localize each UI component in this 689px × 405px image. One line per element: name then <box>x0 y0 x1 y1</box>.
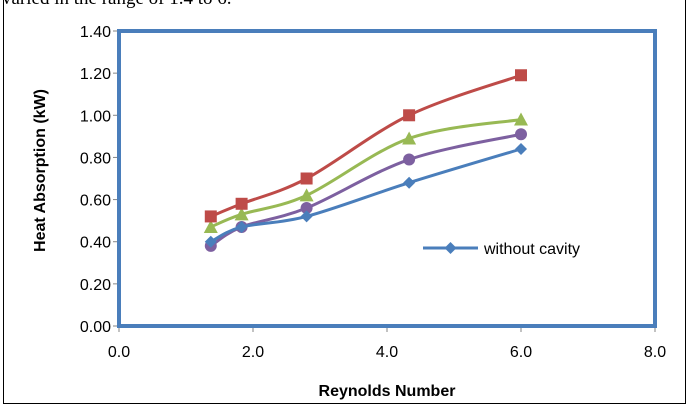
data-point-triangle <box>234 207 249 221</box>
y-tick-label: 0.60 <box>80 193 111 210</box>
data-point-square <box>515 69 527 82</box>
x-tick-label: 8.0 <box>644 344 666 361</box>
series-4 <box>204 128 527 252</box>
series-2 <box>204 69 527 223</box>
y-tick-label: 1.40 <box>80 24 111 41</box>
data-point-square <box>235 197 248 210</box>
header-text-fragment: varied in the range of 1.4 to 6. <box>2 0 232 10</box>
y-tick-label: 0.00 <box>80 319 111 336</box>
series-line <box>210 147 522 244</box>
data-point-diamond <box>403 176 416 189</box>
data-point-diamond <box>235 220 248 233</box>
data-point-circle <box>403 153 416 166</box>
plot-area-border <box>117 29 657 328</box>
data-point-triangle <box>514 112 528 126</box>
legend: without cavity <box>423 241 580 258</box>
series-line <box>209 132 522 248</box>
series-1 <box>204 143 527 248</box>
y-tick-label: 0.80 <box>80 150 111 167</box>
x-tick-label: 6.0 <box>510 344 532 361</box>
series-3 <box>203 112 528 233</box>
y-tick-label: 1.00 <box>80 108 111 125</box>
data-point-square <box>204 210 217 223</box>
x-axis-ticks: 0.0 2.0 4.0 6.0 8.0 <box>108 326 666 361</box>
data-point-triangle <box>402 131 417 145</box>
x-tick-label: 2.0 <box>242 344 264 361</box>
y-tick-label: 0.40 <box>80 235 111 252</box>
series-line <box>210 73 522 218</box>
series-line <box>210 118 522 229</box>
x-tick-label: 0.0 <box>108 344 130 361</box>
legend-marker-diamond <box>444 242 457 254</box>
legend-label-without-cavity: without cavity <box>483 241 580 258</box>
y-axis-ticks: 0.00 0.20 0.40 0.60 0.80 1.00 1.20 1.40 <box>80 24 119 336</box>
x-axis-title: Reynolds Number <box>319 383 456 400</box>
y-tick-label: 1.20 <box>80 66 111 83</box>
series-group <box>203 69 528 252</box>
x-tick-label: 4.0 <box>376 344 398 361</box>
data-point-triangle <box>299 188 314 202</box>
data-point-square <box>300 172 313 185</box>
data-point-triangle <box>203 219 218 233</box>
data-point-diamond <box>204 235 217 248</box>
data-point-diamond <box>300 210 313 223</box>
data-point-circle <box>300 202 313 214</box>
chart-frame <box>3 0 686 404</box>
y-tick-label: 0.20 <box>80 277 111 294</box>
data-point-circle <box>515 128 527 141</box>
data-point-diamond <box>515 143 527 155</box>
y-axis-title: Heat Absorption (kW) <box>32 89 49 252</box>
data-point-square <box>403 109 416 122</box>
